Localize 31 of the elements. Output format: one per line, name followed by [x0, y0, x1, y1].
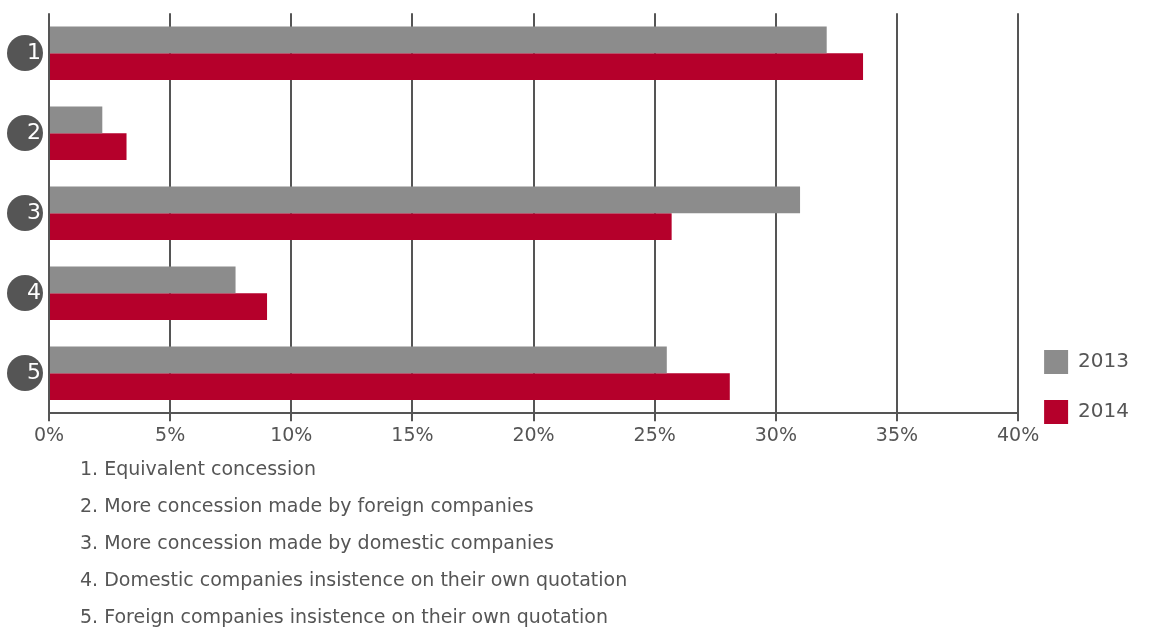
bar [50, 133, 127, 160]
legend-label: 2014 [1078, 398, 1130, 423]
y-tick-label: 5 [27, 358, 41, 384]
x-tick-label: 15% [391, 422, 434, 445]
y-tick-label: 1 [27, 38, 41, 64]
y-tick-label: 4 [27, 278, 41, 304]
x-tick-label: 30% [754, 422, 797, 445]
text: 5. Foreign companies insistence on their own quotation [80, 604, 609, 629]
y-tick-label: 3 [27, 198, 41, 224]
x-tick-label: 35% [875, 422, 919, 445]
bar [50, 346, 667, 374]
x-tick-label: 20% [512, 422, 555, 445]
text: 1. Equivalent concession [80, 456, 317, 481]
bar [50, 266, 236, 294]
bar [50, 213, 672, 240]
bar [50, 106, 103, 134]
text: 3. More concession made by domestic companies [80, 530, 555, 555]
x-tick-label: 0% [33, 422, 65, 445]
x-tick-label: 10% [270, 422, 313, 445]
x-tick-label: 25% [633, 422, 676, 445]
bar [50, 293, 268, 320]
bar [50, 53, 864, 80]
x-tick-label: 5% [155, 422, 186, 445]
y-tick-label: 2 [27, 118, 41, 144]
bar [50, 373, 730, 400]
text: 4. Domestic companies insistence on their own quotation [80, 567, 629, 592]
x-tick-label: 40% [996, 422, 1040, 445]
bar [50, 186, 801, 214]
text: 2. More concession made by foreign companies [80, 493, 535, 518]
bar [50, 26, 827, 54]
legend-label: 2013 [1078, 348, 1130, 373]
